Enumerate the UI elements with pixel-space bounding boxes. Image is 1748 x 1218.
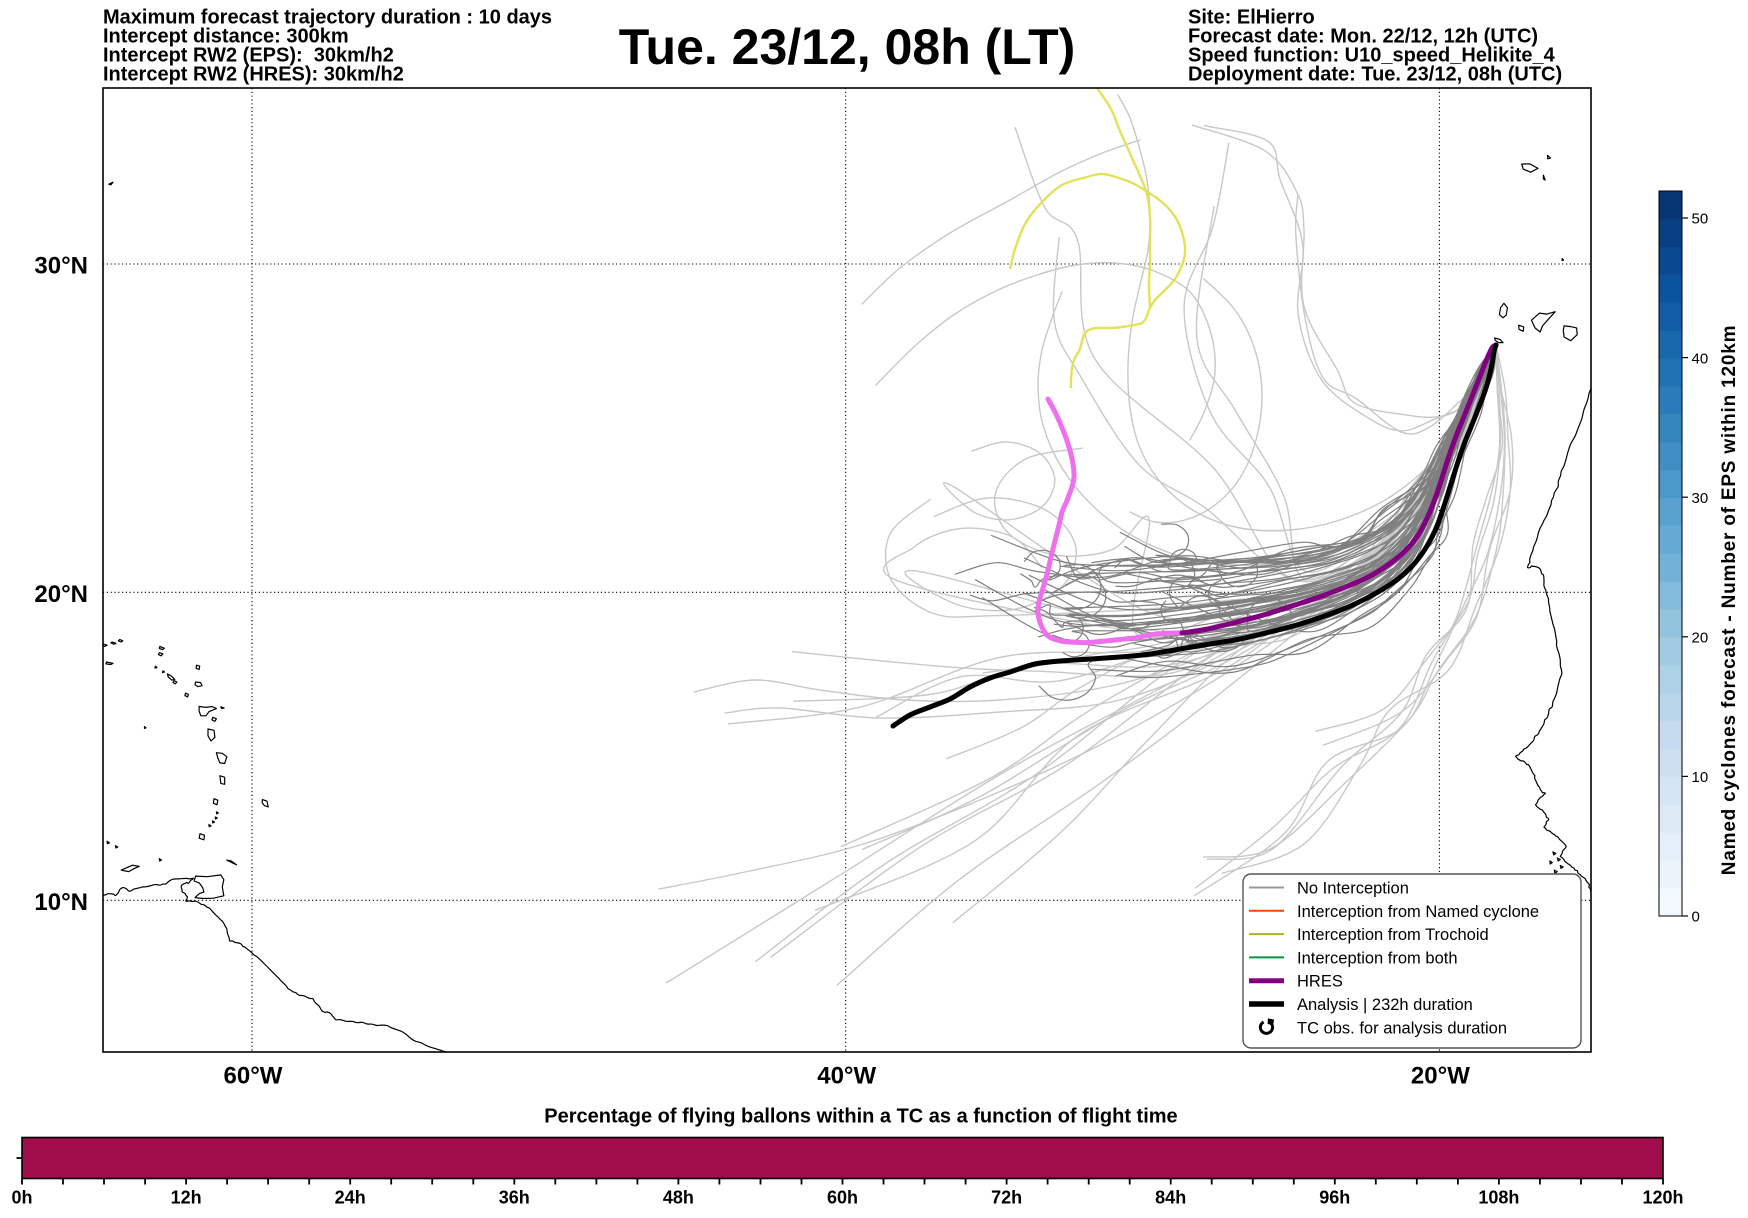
svg-text:48h: 48h — [663, 1188, 694, 1208]
svg-text:Interception from Named cyclon: Interception from Named cyclone — [1297, 903, 1539, 921]
svg-text:72h: 72h — [991, 1188, 1022, 1208]
svg-text:60h: 60h — [827, 1188, 858, 1208]
svg-text:HRES: HRES — [1297, 973, 1343, 991]
svg-text:Named cyclones forecast - Numb: Named cyclones forecast - Number of EPS … — [1719, 325, 1740, 876]
svg-text:Intercept RW2 (HRES): 30km/h2: Intercept RW2 (HRES): 30km/h2 — [103, 64, 404, 86]
svg-text:Tue. 23/12, 08h (LT): Tue. 23/12, 08h (LT) — [619, 19, 1076, 75]
svg-text:Analysis | 232h duration: Analysis | 232h duration — [1297, 996, 1473, 1014]
svg-text:12h: 12h — [171, 1188, 202, 1208]
svg-text:10: 10 — [1692, 769, 1709, 786]
svg-text:20°W: 20°W — [1411, 1063, 1470, 1090]
svg-text:TC obs. for analysis duration: TC obs. for analysis duration — [1297, 1019, 1507, 1037]
svg-text:Maximum forecast trajectory du: Maximum forecast trajectory duration : 1… — [103, 7, 552, 29]
svg-text:Speed function: U10_speed_Heli: Speed function: U10_speed_Helikite_4 — [1188, 45, 1556, 67]
svg-text:Percentage of flying ballons w: Percentage of flying ballons within a TC… — [544, 1106, 1177, 1128]
svg-text:Intercept RW2 (EPS): 30km/h2: Intercept RW2 (EPS): 30km/h2 — [103, 45, 394, 67]
svg-text:No Interception: No Interception — [1297, 880, 1409, 898]
svg-text:40: 40 — [1692, 350, 1709, 367]
svg-text:Interception from both: Interception from both — [1297, 949, 1458, 967]
svg-text:24h: 24h — [335, 1188, 366, 1208]
svg-text:108h: 108h — [1478, 1188, 1519, 1208]
svg-text:Interception from Trochoid: Interception from Trochoid — [1297, 926, 1489, 944]
svg-text:Forecast date: Mon. 22/12, 12h: Forecast date: Mon. 22/12, 12h (UTC) — [1188, 26, 1538, 48]
svg-text:36h: 36h — [499, 1188, 530, 1208]
svg-text:0: 0 — [1692, 909, 1700, 926]
svg-text:40°W: 40°W — [817, 1063, 876, 1090]
svg-text:30: 30 — [1692, 490, 1709, 507]
svg-text:0h: 0h — [11, 1188, 32, 1208]
svg-text:60°W: 60°W — [224, 1063, 283, 1090]
svg-text:10°N: 10°N — [34, 889, 88, 916]
svg-text:20°N: 20°N — [34, 581, 88, 608]
svg-text:Site: ElHierro: Site: ElHierro — [1188, 7, 1315, 29]
svg-text:30°N: 30°N — [34, 253, 88, 280]
svg-text:Intercept distance: 300km: Intercept distance: 300km — [103, 26, 349, 48]
svg-text:84h: 84h — [1155, 1188, 1186, 1208]
svg-text:20: 20 — [1692, 630, 1709, 647]
svg-text:96h: 96h — [1319, 1188, 1350, 1208]
svg-text:Deployment date: Tue. 23/12, 0: Deployment date: Tue. 23/12, 08h (UTC) — [1188, 64, 1562, 86]
svg-text:120h: 120h — [1642, 1188, 1683, 1208]
svg-text:50: 50 — [1692, 211, 1709, 228]
